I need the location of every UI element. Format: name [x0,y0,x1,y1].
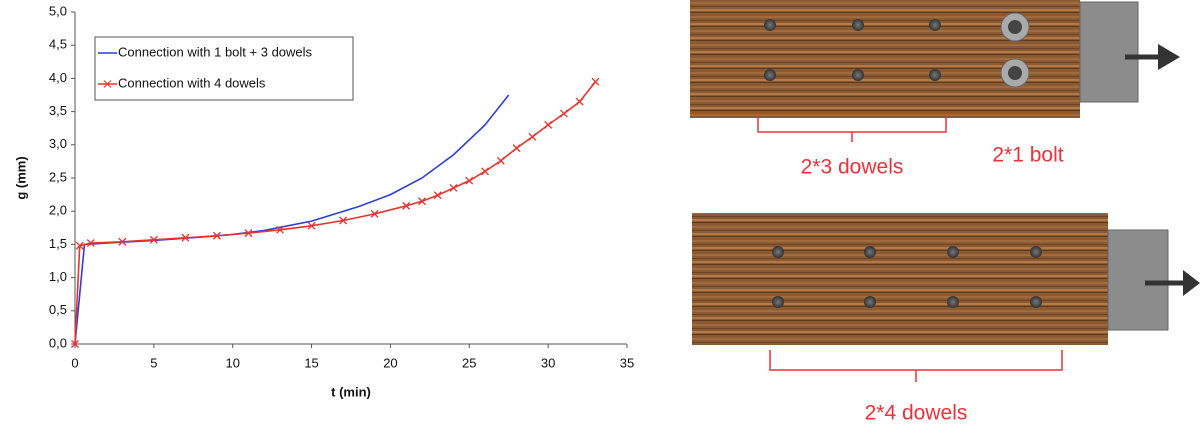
legend-box [94,36,354,101]
specimen-bottom: 2*4 dowels [692,213,1200,425]
marker [75,241,84,250]
x-tick-label: 15 [304,355,318,370]
x-tick-label: 10 [225,355,239,370]
marker [591,77,600,86]
marker [86,239,95,248]
y-tick-label: 2,0 [49,203,67,218]
marker [402,201,411,210]
x-axis-label: t (min) [331,384,371,399]
y-tick-label: 3,5 [49,103,67,118]
marker [528,132,537,141]
marker [339,216,348,225]
marker [433,191,442,200]
x-tick-label: 5 [150,355,157,370]
x-tick-label: 20 [383,355,397,370]
y-tick-label: 0,0 [49,335,67,350]
marker [418,197,426,206]
marker [212,231,221,240]
y-tick-label: 4,5 [49,37,67,52]
marker [118,237,127,246]
marker [244,229,253,238]
marker [496,156,505,165]
marker [559,109,568,118]
marker [481,167,490,176]
y-tick-label: 3,0 [49,136,67,151]
marker [449,184,458,192]
x-tick-label: 30 [541,355,555,370]
marker [149,235,158,244]
y-tick-label: 5,0 [49,3,67,18]
series-line [74,81,597,345]
marker [370,209,379,218]
series-line [74,94,510,345]
x-tick-label: 25 [462,355,476,370]
dowel-label: 2*3 dowels [801,156,904,179]
marker [575,97,584,106]
x-tick-label: 0 [71,355,78,370]
marker [181,233,190,242]
dowel-label: 2*4 dowels [865,402,968,425]
y-tick-label: 4,0 [49,70,67,85]
legend: Connection with 1 bolt + 3 dowels Connect… [94,36,354,101]
legend-label: Connection with 1 bolt + 3 dowels [118,44,313,59]
x-tick-label: 35 [620,355,634,370]
marker [71,340,79,348]
marker [276,225,284,234]
y-axis-label: g (mm) [13,156,28,199]
legend-label: Connection with 4 dowels [118,75,266,90]
bolt-label: 2*1 bolt [992,144,1063,167]
specimen-top: 2*3 dowels 2*1 bolt [690,0,1180,179]
y-tick-label: 0,5 [49,302,67,317]
y-tick-label: 1,5 [49,236,67,251]
marker [512,144,521,153]
y-tick-label: 1,0 [49,269,67,284]
marker [307,221,316,230]
plot: 0,0 0,5 1,0 1,5 2,0 2,5 3,0 3,5 4,0 4,5 5,0 0 5 10 15 2… [49,3,634,370]
legend-marker [103,80,112,88]
marker [544,120,553,129]
marker [465,176,474,185]
y-tick-label: 2,5 [49,169,67,184]
